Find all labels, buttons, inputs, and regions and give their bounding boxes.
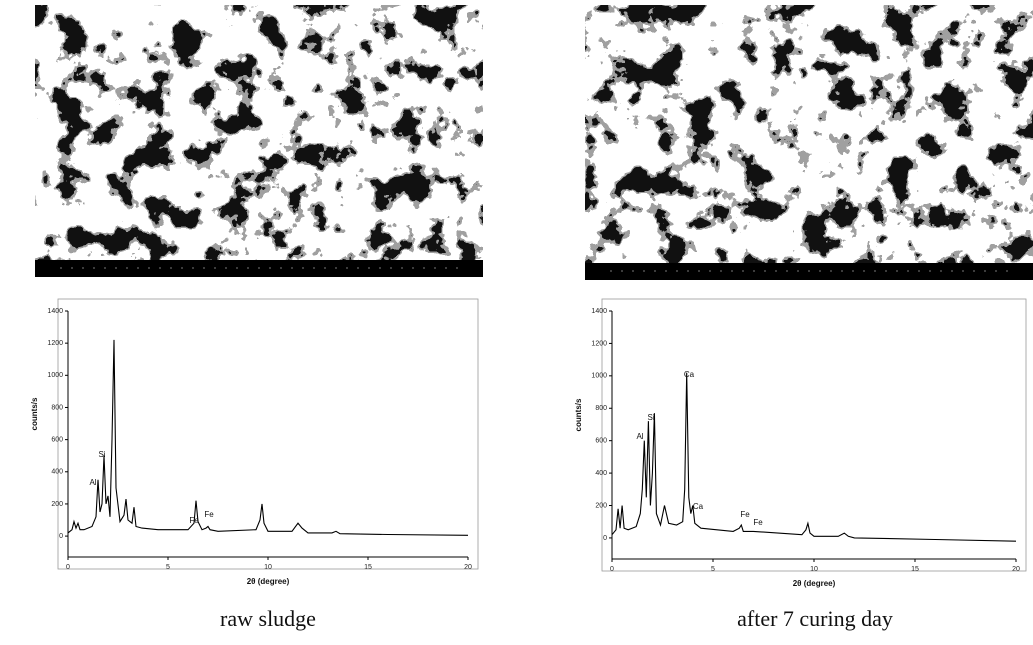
peak-label: Al — [89, 478, 96, 487]
y-tick-label: 400 — [51, 469, 63, 476]
sem-image — [585, 5, 1033, 280]
peak-label: Si — [98, 450, 105, 459]
peak-label: Fe — [740, 510, 750, 519]
x-tick-label: 10 — [810, 566, 818, 573]
sem-image — [35, 5, 483, 277]
y-axis-label: counts/s — [30, 397, 39, 430]
y-axis-label: counts/s — [574, 398, 583, 431]
peak-label: Ca — [693, 502, 704, 511]
x-tick-label: 15 — [911, 566, 919, 573]
x-tick-label: 20 — [1012, 566, 1020, 573]
x-tick-label: 10 — [264, 564, 272, 571]
y-tick-label: 200 — [595, 502, 607, 509]
y-tick-label: 400 — [595, 470, 607, 477]
y-tick-label: 1400 — [47, 308, 63, 315]
spectrum-line — [67, 339, 469, 536]
peak-label: Fe — [204, 510, 214, 519]
y-tick-label: 0 — [59, 533, 63, 540]
x-tick-label: 5 — [166, 564, 170, 571]
y-tick-label: 200 — [51, 501, 63, 508]
x-axis-label: 2θ (degree) — [793, 579, 836, 588]
plot-frame — [57, 298, 479, 570]
y-tick-label: 600 — [51, 436, 63, 443]
peak-label: Fe — [189, 516, 199, 525]
y-tick-label: 1400 — [591, 308, 607, 315]
x-tick-label: 20 — [464, 564, 472, 571]
x-tick-label: 0 — [610, 566, 614, 573]
y-tick-label: 800 — [595, 405, 607, 412]
y-tick-label: 1200 — [591, 340, 607, 347]
y-tick-label: 0 — [603, 535, 607, 542]
x-tick-label: 5 — [711, 566, 715, 573]
plot-frame — [601, 298, 1027, 572]
y-tick-label: 800 — [51, 404, 63, 411]
y-tick-label: 1000 — [591, 373, 607, 380]
peak-label: Si — [647, 413, 654, 422]
peak-label: Al — [636, 432, 643, 441]
caption: after 7 curing day — [737, 606, 893, 631]
y-tick-label: 600 — [595, 438, 607, 445]
x-tick-label: 15 — [364, 564, 372, 571]
peak-label: Fe — [753, 518, 763, 527]
y-tick-label: 1200 — [47, 340, 63, 347]
caption: raw sludge — [220, 606, 316, 631]
x-tick-label: 0 — [66, 564, 70, 571]
spectrum-line — [611, 372, 1017, 542]
x-axis-label: 2θ (degree) — [247, 577, 290, 586]
y-tick-label: 1000 — [47, 372, 63, 379]
peak-label: Ca — [684, 370, 695, 379]
